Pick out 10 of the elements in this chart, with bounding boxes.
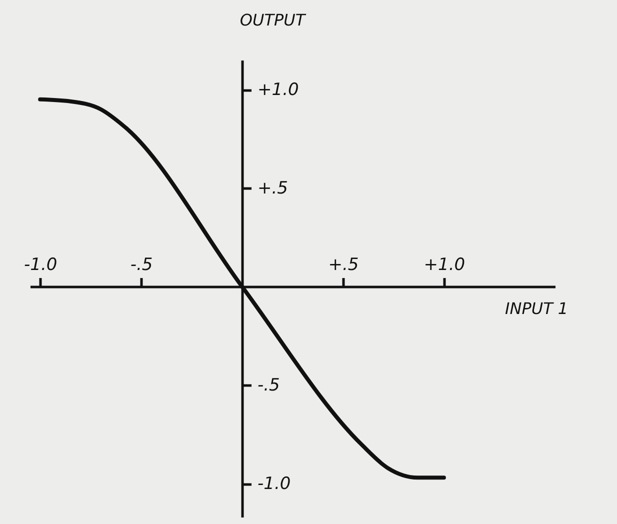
y-tick-label: -.5 — [258, 376, 280, 396]
y-tick-label: +.5 — [258, 178, 288, 199]
x-tick-label: +.5 — [328, 255, 359, 276]
x-tick-label: -.5 — [130, 255, 153, 276]
x-tick-label: +1.0 — [424, 255, 466, 276]
y-tick-label: +1.0 — [258, 80, 299, 100]
y-tick-label: -1.0 — [258, 474, 291, 494]
x-axis-title: INPUT 1 — [505, 299, 568, 318]
y-axis-title: OUTPUT — [240, 10, 306, 30]
x-tick-label: -1.0 — [24, 255, 58, 276]
